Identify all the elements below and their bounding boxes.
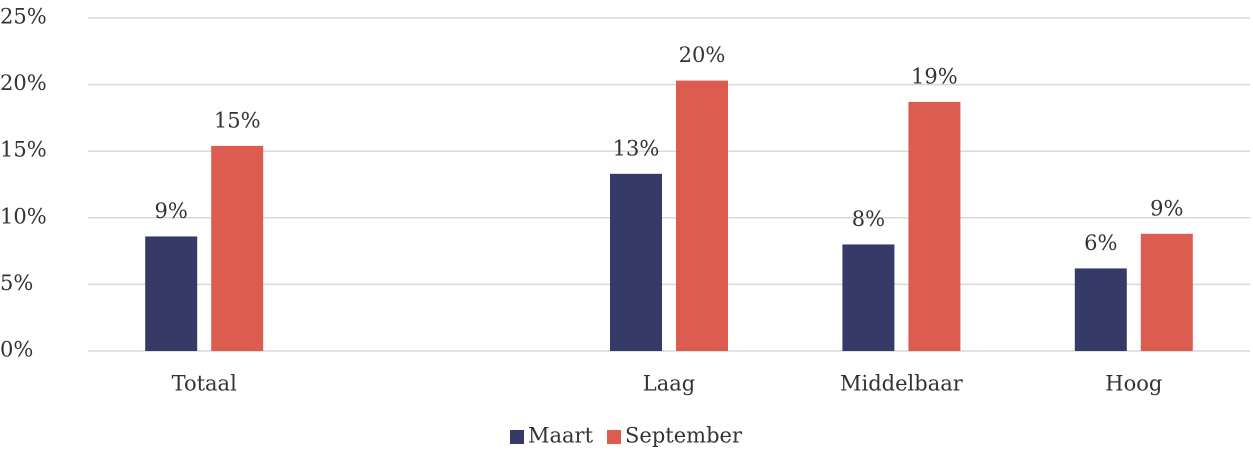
bar bbox=[1140, 233, 1193, 351]
x-tick-label: Totaal bbox=[172, 372, 237, 396]
legend-label: Maart bbox=[528, 424, 594, 448]
data-label: 6% bbox=[1084, 231, 1117, 255]
data-label: 13% bbox=[613, 136, 660, 160]
x-tick-label: Hoog bbox=[1105, 372, 1162, 396]
bar bbox=[1074, 268, 1127, 351]
data-label: 8% bbox=[852, 207, 885, 231]
bar bbox=[908, 101, 961, 351]
data-label: 15% bbox=[214, 108, 261, 132]
bar bbox=[211, 145, 264, 351]
y-tick-label: 20% bbox=[0, 71, 47, 95]
data-label: 20% bbox=[679, 43, 726, 67]
legend-swatch bbox=[607, 430, 622, 444]
x-tick-label: Laag bbox=[643, 372, 695, 396]
y-tick-label: 0% bbox=[0, 338, 33, 362]
y-tick-label: 15% bbox=[0, 138, 47, 162]
bar bbox=[610, 173, 662, 351]
y-tick-label: 5% bbox=[0, 271, 33, 295]
y-tick-label: 25% bbox=[0, 5, 47, 29]
legend-label: September bbox=[625, 424, 743, 448]
data-label: 19% bbox=[911, 64, 958, 88]
data-label: 9% bbox=[1150, 196, 1183, 220]
x-tick-label: Middelbaar bbox=[840, 372, 964, 396]
legend-swatch bbox=[510, 430, 524, 444]
data-label: 9% bbox=[155, 199, 188, 223]
bar bbox=[145, 236, 198, 351]
bar bbox=[676, 80, 728, 351]
bar bbox=[842, 244, 895, 351]
y-tick-label: 10% bbox=[0, 204, 47, 228]
